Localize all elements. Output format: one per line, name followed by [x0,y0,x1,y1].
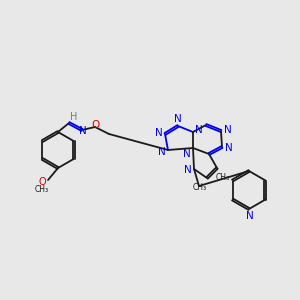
Text: CH₃: CH₃ [216,173,230,182]
Text: N: N [174,114,182,124]
Text: O: O [38,177,46,187]
Text: N: N [195,125,203,135]
Text: O: O [92,120,100,130]
Text: N: N [246,211,254,221]
Text: H: H [70,112,78,122]
Text: N: N [184,165,192,175]
Text: N: N [183,149,191,159]
Text: CH₃: CH₃ [35,185,49,194]
Text: N: N [158,147,166,157]
Text: CH₃: CH₃ [193,184,207,193]
Text: N: N [155,128,163,138]
Text: N: N [224,125,232,135]
Text: N: N [225,143,233,153]
Text: N: N [79,126,87,136]
